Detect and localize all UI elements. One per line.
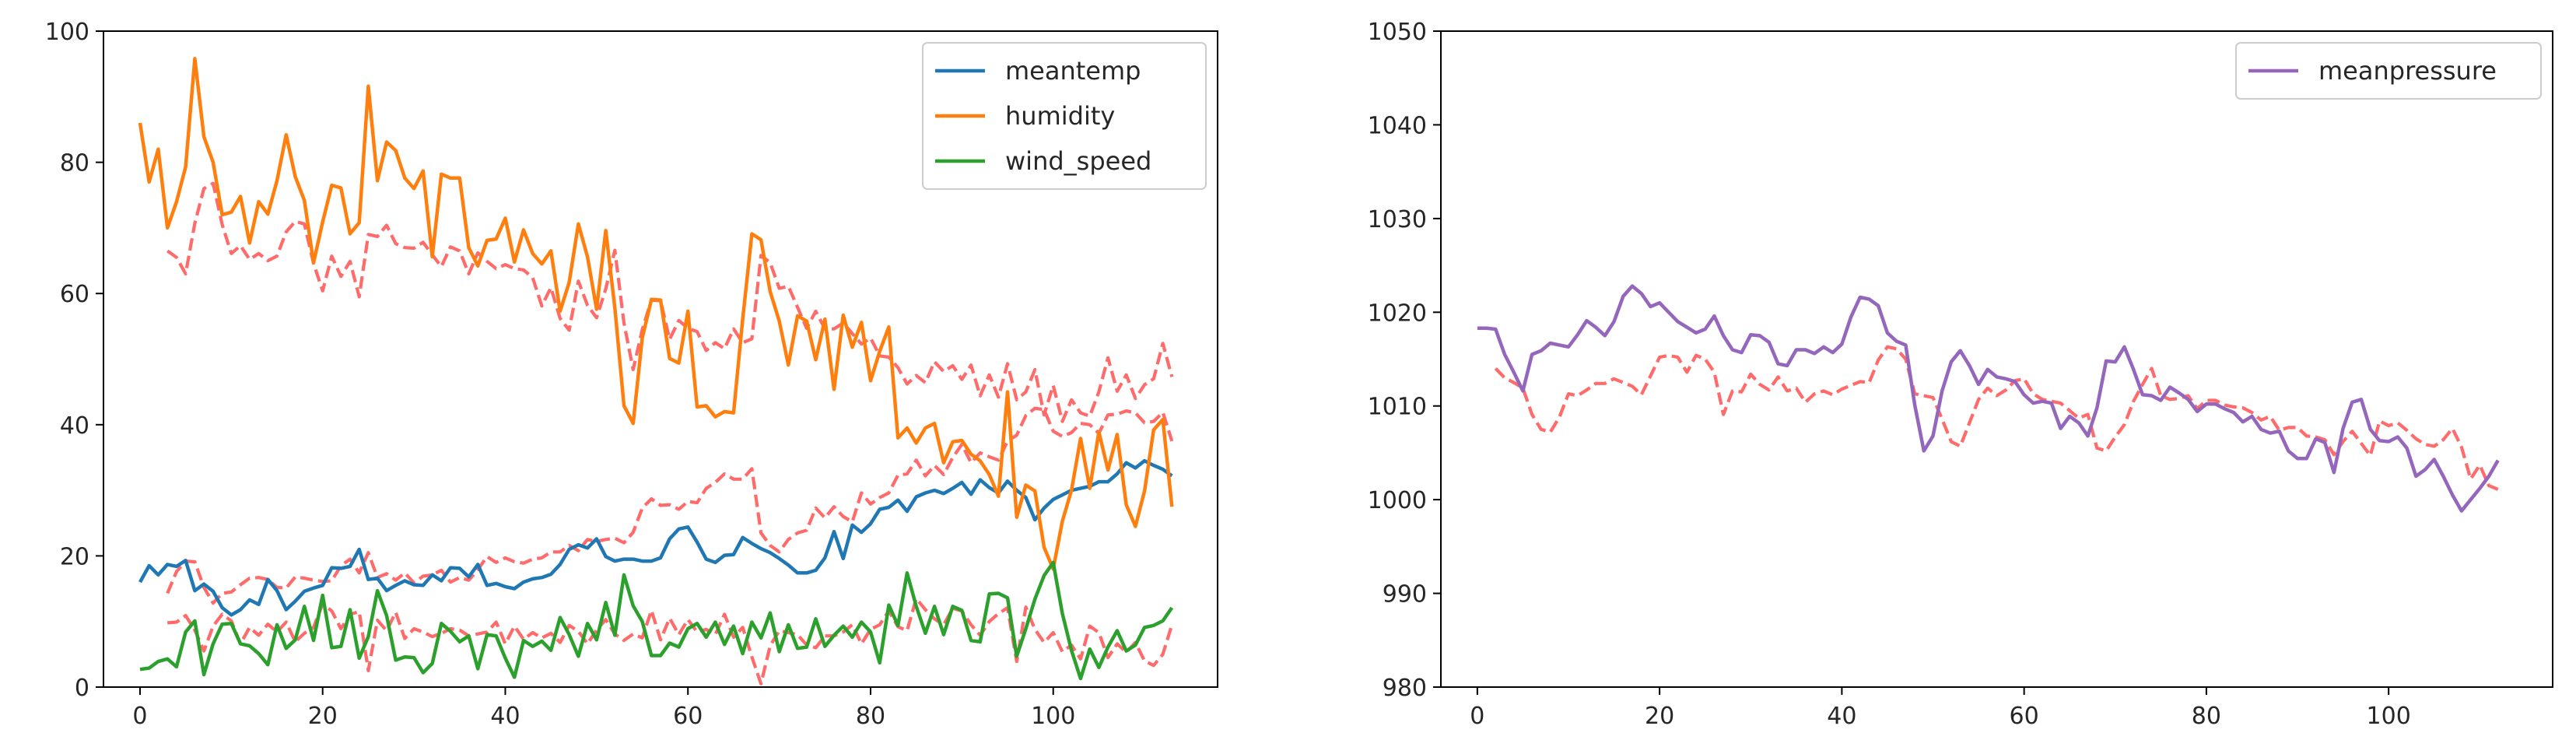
series-line-humidity — [138, 57, 1174, 571]
axes-frame — [103, 30, 1218, 688]
y-tick-label: 40 — [60, 412, 89, 440]
legend: meanpressure — [2235, 42, 2542, 100]
weather-chart-left: 0 20 40 60 80 100 0 20 40 60 80 100 meantemp humidity… — [45, 19, 1218, 730]
y-tick-label: 100 — [45, 19, 89, 46]
x-tick-label: 40 — [1827, 703, 1856, 730]
y-tick-label: 20 — [60, 543, 89, 570]
legend-box — [922, 42, 1207, 190]
legend-box — [2235, 42, 2542, 100]
y-tick-label: 1050 — [1368, 19, 1427, 46]
x-tick-label: 0 — [1470, 703, 1484, 730]
x-tick-label: 40 — [490, 703, 520, 730]
x-tick-label: 80 — [856, 703, 885, 730]
x-tick-label: 100 — [1031, 703, 1075, 730]
axes-frame — [1440, 30, 2553, 688]
series-line-dashed-3 — [166, 181, 1174, 423]
y-tick-label: 1000 — [1368, 487, 1427, 514]
series-line-wind_speed — [139, 560, 1174, 681]
x-tick-label: 0 — [132, 703, 147, 730]
x-tick-label: 80 — [2192, 703, 2221, 730]
x-tick-label: 20 — [1645, 703, 1674, 730]
y-tick-label: 60 — [60, 281, 89, 308]
series-line-dashed-5 — [167, 597, 1174, 686]
y-tick-label: 80 — [60, 150, 89, 177]
x-tick-label: 100 — [2367, 703, 2411, 730]
x-tick-label: 60 — [2010, 703, 2039, 730]
x-tick-label: 20 — [308, 703, 338, 730]
series-line-meantemp — [138, 458, 1173, 617]
y-tick-label: 0 — [75, 675, 89, 702]
y-tick-label: 1040 — [1368, 112, 1427, 139]
legend-label-wind_speed: wind_speed — [1005, 146, 1151, 176]
series-line-dashed-1 — [1494, 345, 2499, 491]
pressure-chart-right: 0 20 40 60 80 100 980 990 1000 1010 1020 1030 1040 10… — [1368, 19, 2553, 730]
x-tick-label: 60 — [673, 703, 703, 730]
y-tick-label: 1020 — [1368, 300, 1427, 327]
y-tick-label: 990 — [1383, 581, 1427, 608]
legend-label-meanpressure: meanpressure — [2318, 56, 2497, 86]
legend: meantemp humidity wind_speed — [922, 42, 1207, 190]
series-line-dashed-4 — [166, 406, 1174, 605]
legend-label-humidity: humidity — [1005, 101, 1115, 131]
y-tick-label: 1010 — [1368, 394, 1427, 421]
legend-label-meantemp: meantemp — [1005, 56, 1141, 86]
series-line-meanpressure — [1477, 284, 2500, 513]
y-tick-label: 1030 — [1368, 206, 1427, 233]
y-tick-label: 980 — [1383, 675, 1427, 702]
